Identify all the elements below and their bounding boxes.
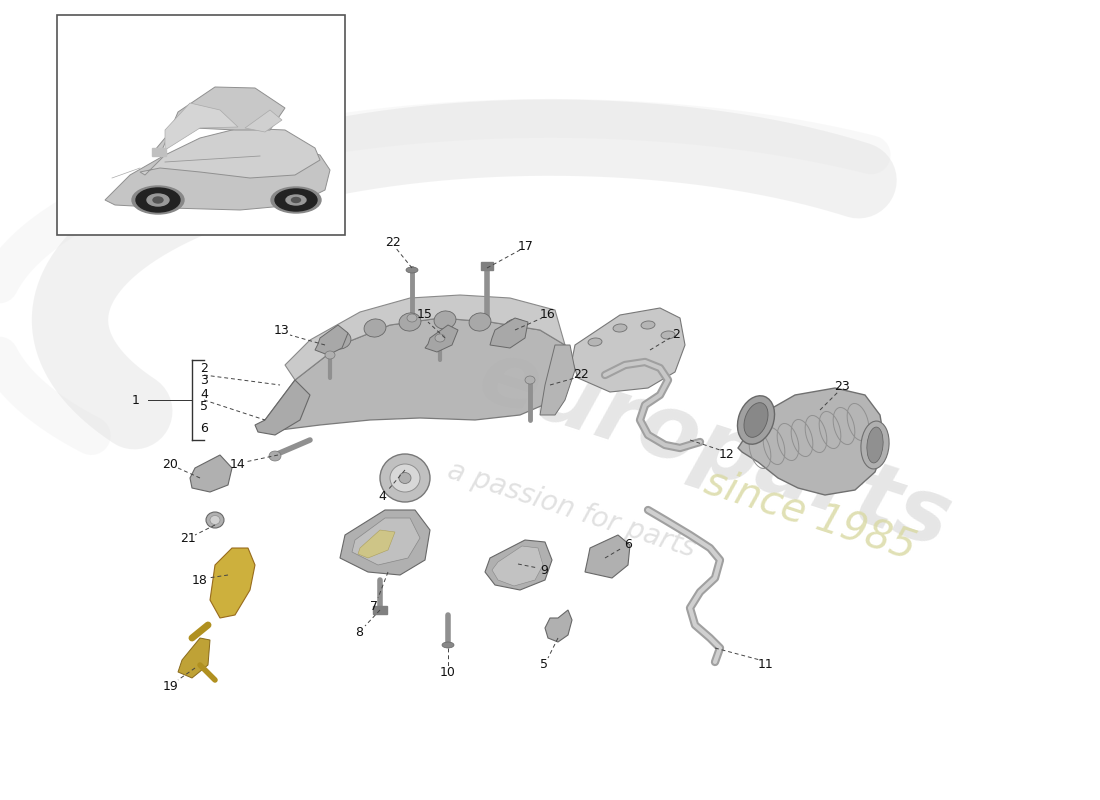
- Ellipse shape: [406, 267, 418, 273]
- Text: 14: 14: [230, 458, 246, 471]
- Ellipse shape: [292, 198, 300, 202]
- Polygon shape: [190, 455, 232, 492]
- Ellipse shape: [613, 324, 627, 332]
- Text: 2: 2: [672, 327, 680, 341]
- Bar: [152, 148, 166, 156]
- Ellipse shape: [861, 421, 889, 469]
- Text: 22: 22: [385, 235, 400, 249]
- Ellipse shape: [504, 319, 526, 337]
- Ellipse shape: [206, 512, 224, 528]
- Ellipse shape: [867, 427, 883, 463]
- Ellipse shape: [132, 186, 184, 214]
- Polygon shape: [104, 140, 330, 210]
- Text: 17: 17: [518, 239, 534, 253]
- Polygon shape: [262, 318, 570, 430]
- Polygon shape: [485, 540, 552, 590]
- Text: 9: 9: [540, 565, 548, 578]
- Ellipse shape: [275, 189, 317, 211]
- Text: 6: 6: [624, 538, 631, 550]
- Polygon shape: [285, 295, 565, 380]
- Text: 12: 12: [719, 447, 735, 461]
- Ellipse shape: [641, 321, 654, 329]
- Ellipse shape: [329, 331, 351, 349]
- Bar: [57, 15, 345, 235]
- Ellipse shape: [270, 451, 280, 461]
- Polygon shape: [210, 548, 255, 618]
- Polygon shape: [178, 638, 210, 678]
- Ellipse shape: [153, 197, 163, 203]
- Text: 1: 1: [132, 394, 140, 406]
- Bar: [373, 606, 387, 614]
- Ellipse shape: [737, 396, 774, 444]
- Text: 8: 8: [355, 626, 363, 638]
- Ellipse shape: [469, 313, 491, 331]
- Text: 18: 18: [192, 574, 208, 587]
- Polygon shape: [544, 610, 572, 642]
- Polygon shape: [492, 546, 543, 586]
- Ellipse shape: [379, 454, 430, 502]
- Text: 7: 7: [370, 599, 378, 613]
- Ellipse shape: [434, 311, 455, 329]
- Text: 19: 19: [163, 679, 179, 693]
- Text: 4: 4: [378, 490, 386, 502]
- Polygon shape: [165, 103, 238, 150]
- Text: 13: 13: [274, 323, 290, 337]
- Ellipse shape: [744, 402, 768, 438]
- Text: a passion for parts: a passion for parts: [444, 457, 700, 563]
- Text: 20: 20: [162, 458, 178, 470]
- Ellipse shape: [390, 464, 420, 492]
- Text: 11: 11: [758, 658, 774, 670]
- Bar: [481, 262, 493, 270]
- Text: 22: 22: [573, 367, 588, 381]
- Polygon shape: [738, 388, 886, 495]
- Ellipse shape: [210, 515, 220, 525]
- Text: since 1985: since 1985: [700, 462, 921, 567]
- Ellipse shape: [364, 319, 386, 337]
- Ellipse shape: [271, 187, 321, 213]
- Polygon shape: [255, 380, 310, 435]
- Text: 3: 3: [200, 374, 208, 387]
- Polygon shape: [340, 510, 430, 575]
- Ellipse shape: [588, 338, 602, 346]
- Polygon shape: [358, 530, 395, 558]
- Text: 23: 23: [834, 379, 850, 393]
- Ellipse shape: [407, 314, 417, 322]
- Text: 6: 6: [200, 422, 208, 434]
- Ellipse shape: [286, 195, 306, 205]
- Polygon shape: [540, 345, 575, 415]
- Text: 21: 21: [180, 533, 196, 546]
- Text: europarts: europarts: [468, 333, 962, 567]
- Polygon shape: [585, 535, 630, 578]
- Ellipse shape: [442, 642, 454, 648]
- Text: 5: 5: [540, 658, 548, 670]
- Ellipse shape: [399, 473, 411, 483]
- Polygon shape: [155, 87, 285, 155]
- Polygon shape: [572, 308, 685, 392]
- Ellipse shape: [136, 188, 180, 212]
- Ellipse shape: [399, 313, 421, 331]
- Polygon shape: [490, 318, 528, 348]
- Polygon shape: [140, 128, 320, 178]
- Text: 16: 16: [540, 307, 556, 321]
- Text: 4: 4: [200, 387, 208, 401]
- Ellipse shape: [661, 331, 675, 339]
- Text: 10: 10: [440, 666, 455, 679]
- Text: 5: 5: [200, 401, 208, 414]
- Text: 15: 15: [417, 309, 433, 322]
- Polygon shape: [352, 518, 420, 565]
- Ellipse shape: [525, 376, 535, 384]
- Ellipse shape: [324, 351, 336, 359]
- Polygon shape: [315, 325, 348, 355]
- Text: 2: 2: [200, 362, 208, 374]
- Ellipse shape: [147, 194, 169, 206]
- Ellipse shape: [434, 334, 446, 342]
- Polygon shape: [245, 110, 282, 132]
- Polygon shape: [425, 325, 458, 352]
